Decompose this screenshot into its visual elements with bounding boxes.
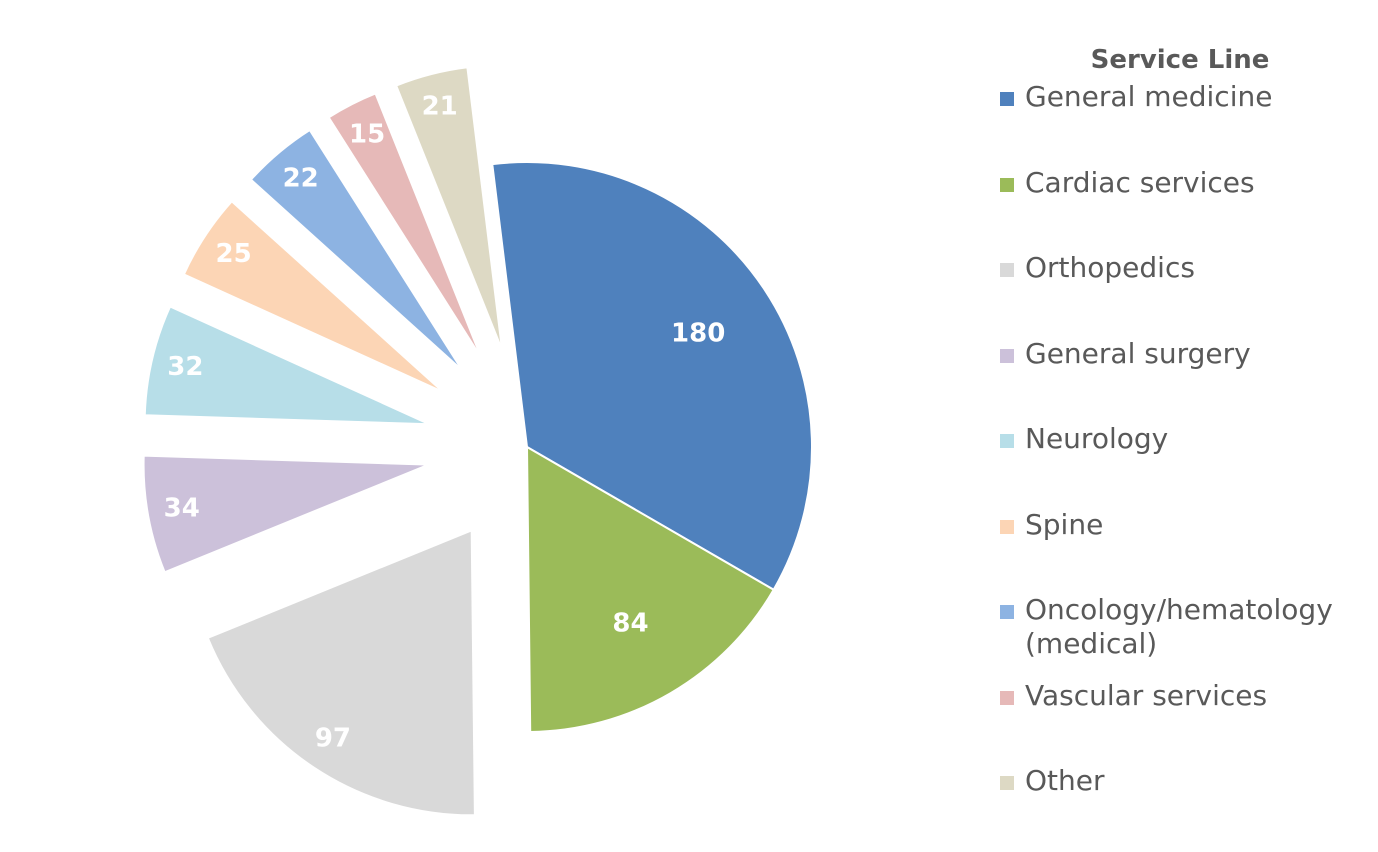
legend-swatch	[1000, 92, 1014, 106]
pie-slice	[525, 445, 776, 733]
slice-label: 34	[164, 493, 200, 523]
legend-title: Service Line	[1090, 45, 1270, 75]
pie-slice	[182, 199, 445, 394]
slice-label: 97	[315, 724, 351, 754]
legend-swatch	[1000, 690, 1014, 705]
legend-item: Cardiac services	[1000, 166, 1370, 252]
slice-label: 21	[422, 92, 458, 122]
legend-item: Neurology	[1000, 422, 1370, 508]
legend-item: General medicine	[1000, 80, 1370, 166]
legend-swatch	[1000, 434, 1014, 448]
slice-label: 180	[671, 318, 725, 348]
legend-item: Vascular services	[1000, 679, 1370, 765]
legend-label: Other	[1025, 764, 1105, 797]
legend-swatch	[1000, 776, 1014, 790]
legend-label: General medicine	[1025, 80, 1273, 113]
legend: Service Line General medicine Cardiac ser…	[1000, 40, 1370, 850]
pie-slice	[206, 528, 476, 817]
legend-swatch	[1000, 348, 1014, 363]
slice-label: 32	[167, 352, 203, 382]
legend-label: Oncology/hematology (medical)	[1025, 593, 1333, 660]
legend-item: General surgery	[1000, 337, 1370, 423]
legend-swatch	[1000, 177, 1014, 192]
legend-item: Other	[1000, 764, 1370, 850]
pie-slice	[327, 92, 483, 359]
legend-item: Oncology/hematology (medical)	[1000, 593, 1370, 679]
slice-label: 25	[215, 239, 251, 269]
slice-label: 22	[283, 163, 319, 193]
legend-label: General surgery	[1025, 336, 1251, 370]
legend-label: Spine	[1025, 507, 1104, 541]
pie-slice	[143, 305, 431, 426]
slice-label: 15	[349, 119, 385, 149]
legend-label: Orthopedics	[1025, 251, 1195, 284]
legend-item: Spine	[1000, 508, 1370, 594]
slice-label: 84	[612, 609, 648, 639]
legend-item: Orthopedics	[1000, 251, 1370, 337]
pie-slice	[249, 128, 464, 372]
legend-label: Neurology	[1025, 422, 1169, 455]
pie-slice	[394, 66, 504, 351]
pie-slice	[491, 161, 813, 592]
legend-label: Cardiac services	[1025, 165, 1255, 199]
legend-label: Vascular services	[1025, 678, 1268, 712]
legend-swatch	[1000, 519, 1014, 534]
legend-swatch	[1000, 605, 1014, 619]
legend-swatch	[1000, 263, 1014, 277]
pie-slice	[142, 454, 429, 574]
